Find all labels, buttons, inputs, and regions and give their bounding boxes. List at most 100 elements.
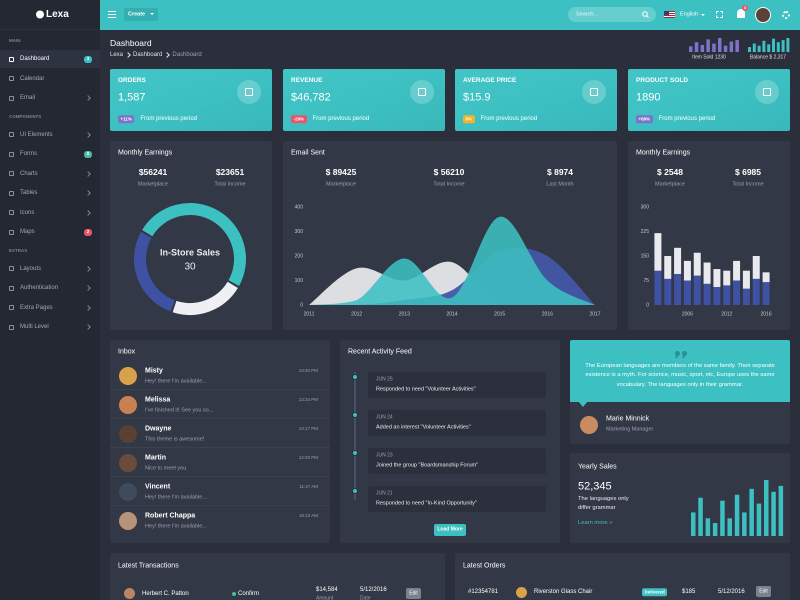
bar	[764, 480, 769, 536]
mini-chart-label: Item Sold 1230	[692, 54, 726, 61]
user-avatar[interactable]	[755, 7, 771, 23]
donut-center-value: 30	[184, 262, 196, 273]
bar	[706, 39, 710, 52]
bar-segment	[762, 272, 770, 283]
menu-label[interactable]: Email	[20, 95, 36, 101]
inbox-item[interactable]	[110, 389, 330, 418]
menu-label[interactable]: Icons	[20, 209, 35, 216]
fullscreen-icon[interactable]	[716, 11, 723, 18]
inbox-item[interactable]	[110, 447, 330, 476]
bar-segment	[733, 280, 741, 305]
menu-label[interactable]: Charts	[20, 170, 38, 177]
menu-label[interactable]: Forms	[20, 151, 37, 157]
sidebar-logo-bar	[0, 0, 100, 30]
menu-label[interactable]: Extra Pages	[20, 304, 53, 311]
message-preview: Nice to meet you	[145, 465, 187, 472]
activity-text: Added an interest "Volunteer Activities"	[376, 424, 471, 431]
bar	[771, 491, 776, 536]
bar	[700, 45, 705, 52]
figure-value: $ 56210	[433, 166, 465, 177]
bar-segment	[674, 273, 682, 305]
y-tick-label: 300	[641, 204, 650, 210]
order-amount: $185	[682, 589, 696, 595]
menu-label[interactable]: Layouts	[20, 265, 42, 272]
stat-badge: +11%	[118, 115, 135, 123]
sender-name: Dwayne	[145, 425, 172, 433]
stat-note: From previous period	[140, 116, 198, 122]
settings-icon[interactable]	[782, 10, 790, 19]
card-title: Inbox	[118, 348, 136, 356]
bar	[762, 40, 766, 52]
x-tick-label: 2014	[446, 311, 457, 317]
bar	[691, 512, 696, 536]
orders-card	[455, 553, 790, 600]
donut-segment	[172, 281, 238, 315]
message-time: 12:20 PM	[298, 454, 318, 460]
menu-label[interactable]: Authentication	[20, 285, 59, 291]
menu-label[interactable]: UI Elements	[20, 131, 53, 138]
search-placeholder[interactable]: Search...	[576, 10, 599, 17]
load-more-label[interactable]: Load More	[437, 526, 463, 533]
stat-icon	[410, 80, 434, 104]
inbox-item[interactable]	[110, 476, 330, 505]
menu-icon	[9, 76, 14, 81]
activity-text: Responded to need "In-Kind Opportunity"	[376, 500, 477, 507]
figure-label: Total Income	[732, 181, 764, 188]
order-status: Delivered	[642, 588, 668, 596]
y-tick-label: 150	[641, 253, 650, 259]
bar-segment	[664, 278, 672, 305]
create-label[interactable]: Create	[128, 10, 146, 17]
sender-name: Melissa	[145, 396, 171, 404]
timeline-dot	[351, 412, 358, 418]
product-image	[516, 587, 527, 598]
testimonial-name: Marie Minnick	[606, 415, 650, 423]
menu-icon	[9, 266, 14, 271]
logo: Lexa	[46, 9, 69, 20]
edit-button[interactable]	[756, 586, 771, 597]
stat-note: From previous period	[312, 116, 370, 122]
page-title: Dashboard	[110, 37, 152, 48]
menu-label[interactable]: Tables	[20, 190, 38, 196]
mini-chart-label: Balance $ 2,317	[749, 54, 787, 61]
inbox-item[interactable]	[110, 418, 330, 447]
search-box[interactable]	[568, 7, 656, 22]
bar-segment	[723, 270, 731, 286]
menu-item[interactable]	[0, 50, 100, 68]
edit-label[interactable]: Edit	[409, 590, 418, 596]
bar-segment	[733, 260, 741, 281]
activity-date: JUN 25	[376, 376, 393, 383]
learn-more-link[interactable]: Learn more »	[578, 520, 613, 527]
menu-badge-text: 8	[86, 150, 90, 156]
x-tick-label: 2015	[494, 311, 505, 317]
breadcrumb-item[interactable]: Dashboard	[133, 52, 163, 58]
language[interactable]: English	[680, 10, 699, 17]
sender-name: Vincent	[145, 483, 171, 491]
message-preview: Hey! there I'm available...	[145, 378, 207, 385]
create-button[interactable]	[124, 8, 158, 21]
breadcrumb-item[interactable]: Lexa	[110, 52, 124, 58]
transaction-date: 5/12/2016	[360, 587, 387, 593]
testimonial-quote: The European languages are members of th…	[585, 363, 775, 388]
edit-label[interactable]: Edit	[759, 588, 768, 594]
menu-label[interactable]: Maps	[20, 229, 35, 235]
bar	[752, 43, 756, 52]
card-title: Yearly Sales	[578, 463, 617, 471]
bell-icon[interactable]	[737, 9, 745, 18]
load-more-button[interactable]	[434, 524, 466, 536]
activity-date: JUN 21	[376, 490, 393, 497]
menu-badge-text: 3	[86, 55, 90, 61]
menu-label[interactable]: Multi Level	[20, 324, 49, 330]
inbox-item[interactable]	[110, 505, 330, 534]
bar	[756, 503, 762, 536]
stat-icon-glyph	[763, 88, 771, 96]
order-product: Riverston Glass Chair	[534, 589, 593, 595]
stat-icon	[237, 80, 261, 104]
stat-title: REVENUE	[291, 76, 323, 84]
edit-button[interactable]	[406, 588, 421, 599]
activity-box	[368, 372, 546, 398]
menu-label[interactable]: Calendar	[20, 75, 45, 82]
bar-segment	[723, 285, 731, 305]
stat-icon-glyph	[418, 88, 426, 96]
message-time: 11:47 AM	[299, 483, 318, 489]
menu-label[interactable]: Dashboard	[20, 56, 50, 62]
